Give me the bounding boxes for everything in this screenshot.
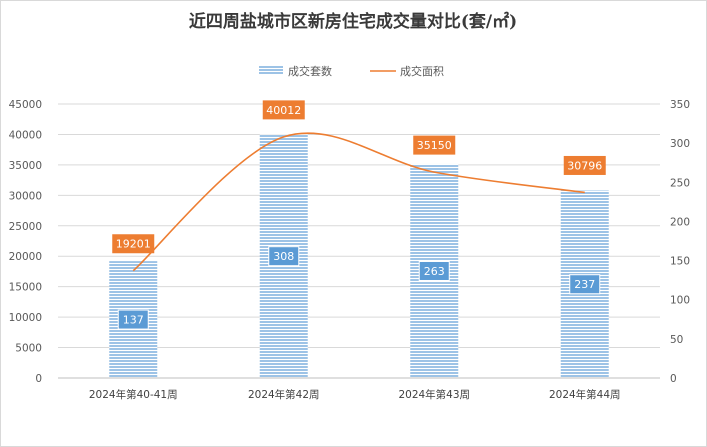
left-tick-label: 20000 <box>9 251 42 263</box>
line-series <box>132 132 585 272</box>
legend-label: 成交套数 <box>288 64 332 78</box>
right-tick-label: 300 <box>670 138 690 150</box>
right-tick-label: 150 <box>670 256 690 268</box>
right-tick-label: 100 <box>670 295 690 307</box>
left-tick-label: 10000 <box>9 312 42 324</box>
right-axis: 0 50 100 150 200 250 300 350 <box>670 99 690 385</box>
line-data-label-box <box>112 234 155 254</box>
line-data-label: 19201 <box>116 238 151 251</box>
line-data-label: 35150 <box>417 139 452 152</box>
legend-label: 成交面积 <box>400 64 444 78</box>
line-data-label-box <box>413 135 456 155</box>
line-data-label: 30796 <box>567 159 602 172</box>
line-data-label-box <box>262 100 305 120</box>
category-label: 2024年第43周 <box>398 388 470 401</box>
category-label: 2024年第40-41周 <box>89 388 178 401</box>
area-line <box>132 132 585 272</box>
legend: 成交套数 成交面积 <box>259 64 444 78</box>
bar-data-label: 237 <box>574 278 595 291</box>
left-tick-label: 30000 <box>9 190 42 202</box>
right-tick-label: 250 <box>670 177 690 189</box>
line-data-label-box <box>563 155 606 175</box>
left-tick-label: 40000 <box>9 129 42 141</box>
left-tick-label: 35000 <box>9 160 42 172</box>
left-axis: 0 5000 10000 15000 20000 25000 30000 35000 40000… <box>9 99 42 385</box>
left-tick-label: 15000 <box>9 282 42 294</box>
left-tick-label: 5000 <box>15 343 42 355</box>
bar-data-label-box <box>569 274 601 295</box>
gridlines <box>58 103 660 379</box>
right-tick-label: 200 <box>670 216 690 228</box>
category-label: 2024年第42周 <box>248 388 320 401</box>
bar-data-label: 263 <box>424 265 445 278</box>
right-tick-label: 350 <box>670 99 690 111</box>
left-tick-label: 25000 <box>9 221 42 233</box>
right-tick-label: 50 <box>670 334 683 346</box>
bar-data-label-box <box>268 246 300 267</box>
category-label: 2024年第44周 <box>549 388 621 401</box>
bar-data-label-box <box>418 260 450 281</box>
data-labels: 137 308 263 237 19201 40012 35150 30796 <box>112 100 606 330</box>
left-tick-label: 0 <box>35 373 42 385</box>
bar-data-label: 308 <box>273 250 294 263</box>
left-tick-label: 45000 <box>9 99 42 111</box>
line-data-label: 40012 <box>266 104 301 117</box>
right-tick-label: 0 <box>670 373 677 385</box>
legend-bar-swatch <box>259 66 283 75</box>
chart-title: 近四周盐城市区新房住宅成交量对比(套/㎡) <box>189 11 517 32</box>
bar-data-label-box <box>117 309 149 330</box>
category-axis: 2024年第40-41周 2024年第42周 2024年第43周 2024年第44周 <box>58 377 660 401</box>
bar-data-label: 137 <box>123 314 144 327</box>
